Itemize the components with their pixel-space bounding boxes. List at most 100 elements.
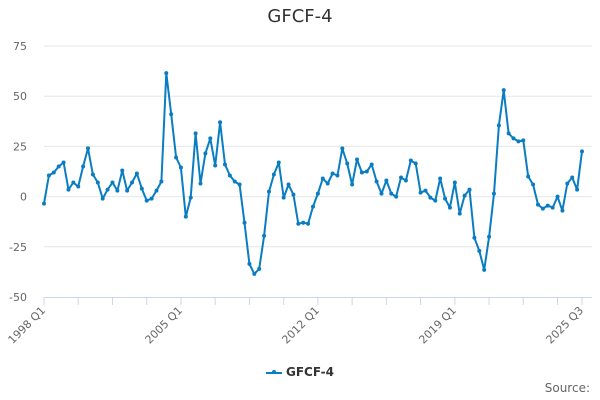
data-point[interactable] [565,181,570,186]
data-point[interactable] [90,172,95,177]
data-point[interactable] [389,191,394,196]
data-point[interactable] [257,266,262,271]
data-point[interactable] [462,193,467,198]
data-point[interactable] [311,204,315,209]
data-point[interactable] [169,112,174,117]
data-point[interactable] [340,146,345,151]
data-point[interactable] [384,178,389,183]
data-point[interactable] [467,187,472,192]
data-point[interactable] [242,220,247,225]
data-point[interactable] [399,175,404,180]
data-point[interactable] [154,188,159,193]
data-point[interactable] [198,181,203,186]
data-point[interactable] [320,176,325,181]
data-point[interactable] [237,182,242,187]
data-point[interactable] [193,131,198,136]
data-point[interactable] [301,220,306,225]
data-point[interactable] [222,162,227,167]
data-point[interactable] [379,191,384,196]
data-point[interactable] [271,172,276,177]
data-point[interactable] [208,136,213,141]
data-point[interactable] [66,187,71,192]
data-point[interactable] [516,139,521,144]
data-point[interactable] [447,205,452,210]
data-point[interactable] [482,267,487,272]
data-point[interactable] [159,179,164,184]
data-point[interactable] [296,221,301,226]
data-point[interactable] [95,180,100,185]
data-point[interactable] [438,176,443,181]
data-point[interactable] [452,180,457,185]
data-point[interactable] [535,202,540,207]
data-point[interactable] [330,171,335,176]
data-point[interactable] [345,161,350,166]
data-point[interactable] [477,248,482,253]
data-point[interactable] [540,206,545,211]
data-point[interactable] [71,180,76,185]
data-point[interactable] [433,198,438,203]
data-point[interactable] [506,131,511,136]
data-point[interactable] [443,196,448,201]
data-point[interactable] [306,221,311,226]
data-point[interactable] [487,234,492,239]
data-point[interactable] [555,194,560,199]
data-point[interactable] [46,173,51,178]
data-point[interactable] [580,149,584,154]
data-point[interactable] [42,201,46,206]
data-point[interactable] [86,146,91,151]
data-point[interactable] [276,160,281,165]
data-point[interactable] [496,123,501,128]
data-point[interactable] [501,88,506,93]
data-point[interactable] [149,196,154,201]
data-point[interactable] [472,235,477,240]
data-point[interactable] [359,170,364,175]
data-point[interactable] [428,195,433,200]
data-point[interactable] [550,205,555,210]
data-point[interactable] [188,195,193,200]
data-point[interactable] [570,175,575,180]
data-point[interactable] [232,179,237,184]
data-point[interactable] [164,71,169,76]
data-point[interactable] [178,165,183,170]
data-point[interactable] [291,192,296,197]
data-point[interactable] [213,163,218,168]
data-point[interactable] [139,186,144,191]
data-point[interactable] [403,178,408,183]
data-point[interactable] [491,191,496,196]
data-point[interactable] [511,136,516,141]
data-point[interactable] [325,181,330,186]
data-point[interactable] [369,162,374,167]
data-point[interactable] [423,188,428,193]
data-point[interactable] [394,194,399,199]
data-point[interactable] [81,164,86,169]
data-point[interactable] [281,195,286,200]
data-point[interactable] [130,180,135,185]
data-point[interactable] [174,155,179,160]
data-point[interactable] [560,208,565,213]
data-point[interactable] [531,182,536,187]
data-point[interactable] [575,187,580,192]
data-point[interactable] [120,168,125,173]
data-point[interactable] [61,160,66,165]
data-point[interactable] [110,180,115,185]
data-point[interactable] [545,203,550,208]
data-point[interactable] [76,184,81,189]
data-point[interactable] [355,157,360,162]
data-point[interactable] [105,187,110,192]
data-point[interactable] [125,188,130,193]
data-point[interactable] [56,164,61,169]
data-point[interactable] [374,179,379,184]
data-point[interactable] [203,151,208,156]
data-point[interactable] [183,214,188,219]
data-point[interactable] [51,170,56,175]
data-point[interactable] [227,173,232,178]
data-point[interactable] [262,233,267,238]
data-point[interactable] [247,261,252,266]
data-point[interactable] [252,271,257,276]
data-point[interactable] [364,169,369,174]
legend[interactable]: GFCF-4 [0,365,600,379]
data-point[interactable] [286,182,291,187]
data-point[interactable] [457,211,462,216]
data-point[interactable] [521,138,526,143]
data-point[interactable] [144,198,149,203]
